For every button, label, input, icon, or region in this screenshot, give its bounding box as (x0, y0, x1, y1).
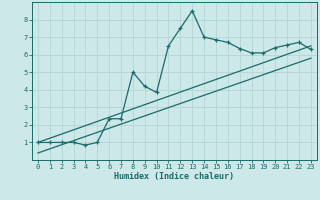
X-axis label: Humidex (Indice chaleur): Humidex (Indice chaleur) (115, 172, 234, 181)
